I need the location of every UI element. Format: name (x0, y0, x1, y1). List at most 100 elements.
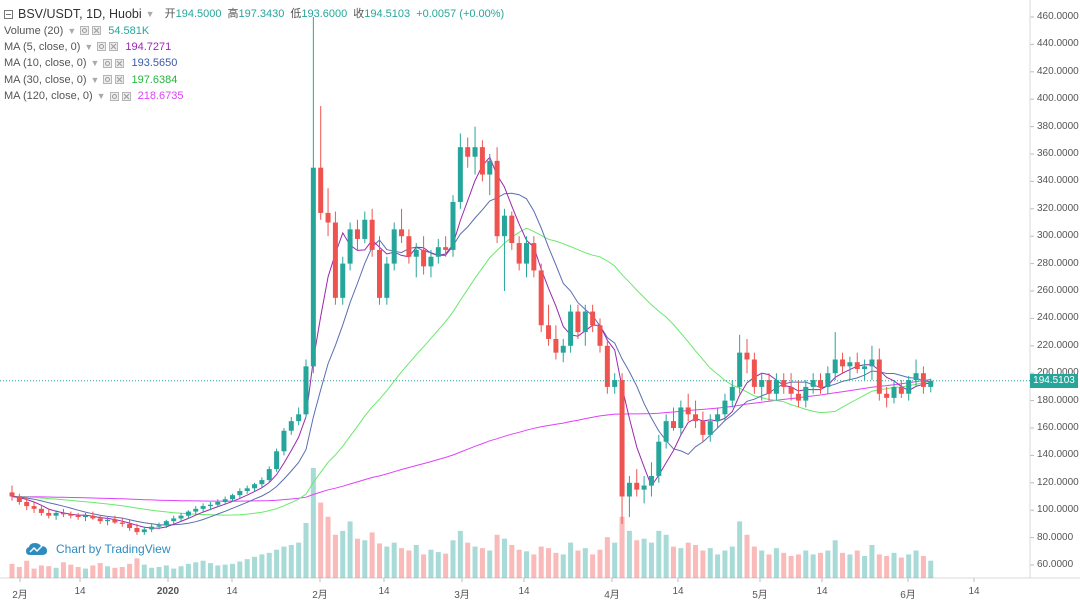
indicator-row-ma5[interactable]: MA (5, close, 0) ▼ 194.7271 (4, 39, 504, 55)
candle-body (832, 359, 838, 374)
chevron-down-icon[interactable]: ▼ (67, 25, 77, 36)
volume-bar (421, 554, 427, 578)
volume-bar (340, 530, 346, 578)
volume-bar (538, 546, 544, 578)
close-icon[interactable] (92, 26, 102, 36)
candle-body (538, 270, 544, 326)
candle-body (751, 359, 757, 387)
candle-body (575, 311, 581, 333)
candle-body (443, 247, 449, 250)
volume-bar (9, 563, 15, 578)
time-tick-label: 14 (74, 586, 86, 597)
volume-bar (516, 549, 522, 578)
volume-bar (68, 564, 74, 578)
candle-body (928, 380, 934, 387)
candle-body (31, 506, 37, 509)
volume-bar (465, 542, 471, 578)
volume-bar (487, 550, 493, 578)
candle-body (840, 359, 846, 367)
settings-icon[interactable] (109, 91, 119, 101)
candle-body (803, 386, 809, 401)
volume-bar (626, 530, 632, 578)
settings-icon[interactable] (103, 58, 113, 68)
indicator-row-ma10[interactable]: MA (10, close, 0) ▼ 193.5650 (4, 55, 504, 71)
chevron-down-icon[interactable]: ▼ (84, 41, 94, 52)
time-tick-label: 14 (968, 586, 980, 597)
indicator-label[interactable]: MA (10, close, 0) (4, 57, 87, 70)
open-value: 194.5000 (175, 8, 222, 21)
volume-bar (773, 548, 779, 578)
volume-bar (531, 554, 537, 578)
indicator-row-ma120[interactable]: MA (120, close, 0) ▼ 218.6735 (4, 88, 504, 104)
volume-bar (700, 550, 706, 578)
candle-body (773, 380, 779, 394)
candle-body (472, 147, 478, 157)
volume-bar (604, 537, 610, 578)
time-tick-label: 5月 (752, 590, 768, 601)
cloud-icon (26, 543, 47, 555)
candle-body (671, 421, 676, 428)
volume-bar (612, 542, 618, 578)
volume-bar (303, 523, 309, 578)
volume-bar (325, 516, 331, 578)
volume-bar (913, 550, 919, 578)
candle-body (634, 482, 640, 490)
indicator-value: 218.6735 (137, 90, 184, 103)
chevron-down-icon[interactable]: ▼ (90, 74, 100, 85)
volume-bar (457, 530, 463, 578)
settings-icon[interactable] (97, 42, 107, 52)
close-icon[interactable] (109, 42, 119, 52)
candle-body (862, 366, 868, 370)
main-series-row[interactable]: BSV/USDT, 1D, Huobi ▼ 开 194.5000 高 197.343… (4, 6, 504, 22)
chevron-down-icon[interactable]: ▼ (90, 58, 100, 69)
volume-bar (722, 550, 728, 578)
candle-body (501, 215, 507, 237)
chevron-down-icon[interactable]: ▼ (96, 91, 106, 102)
candle-body (53, 512, 59, 516)
candle-body (288, 421, 294, 431)
volume-bar (450, 540, 456, 578)
volume-bar (163, 565, 169, 578)
chevron-down-icon[interactable]: ▼ (145, 9, 155, 20)
collapse-icon[interactable] (4, 9, 13, 19)
volume-bar (759, 550, 765, 578)
indicator-row-volume[interactable]: Volume (20) ▼ 54.581K (4, 22, 504, 38)
candle-body (428, 256, 434, 267)
settings-icon[interactable] (103, 75, 113, 85)
candle-body (479, 147, 485, 175)
candle-body (215, 501, 221, 505)
indicator-label[interactable]: MA (120, close, 0) (4, 90, 93, 103)
candle-body (685, 407, 691, 415)
close-icon[interactable] (115, 58, 125, 68)
indicator-label[interactable]: MA (30, close, 0) (4, 73, 87, 86)
symbol-title[interactable]: BSV/USDT, 1D, Huobi (18, 7, 142, 22)
settings-icon[interactable] (80, 26, 90, 36)
price-tick-label: 400.0000 (1037, 93, 1079, 105)
volume-bar (656, 530, 662, 578)
volume-bar (156, 567, 162, 578)
volume-bar (46, 566, 52, 578)
candle-body (847, 362, 853, 367)
high-label: 高 (227, 8, 239, 21)
indicator-label[interactable]: MA (5, close, 0) (4, 40, 81, 53)
volume-bar (707, 548, 713, 578)
candle-body (156, 525, 162, 527)
candle-body (178, 515, 184, 519)
indicator-label[interactable]: Volume (20) (4, 24, 64, 37)
volume-bar (83, 568, 88, 578)
volume-bar (127, 563, 133, 578)
volume-bar (207, 563, 213, 578)
indicator-row-ma30[interactable]: MA (30, close, 0) ▼ 197.6384 (4, 72, 504, 88)
open-label: 开 (164, 8, 176, 21)
close-icon[interactable] (121, 91, 131, 101)
moving-averages (11, 156, 931, 529)
close-icon[interactable] (115, 75, 125, 85)
tradingview-watermark[interactable]: Chart by TradingView (26, 542, 171, 556)
volume-bar (854, 550, 860, 578)
chart-grid (19, 16, 1034, 582)
time-tick-label: 14 (226, 586, 238, 597)
candle-body (75, 515, 81, 518)
candle-body (413, 249, 419, 257)
candle-body (266, 469, 272, 481)
